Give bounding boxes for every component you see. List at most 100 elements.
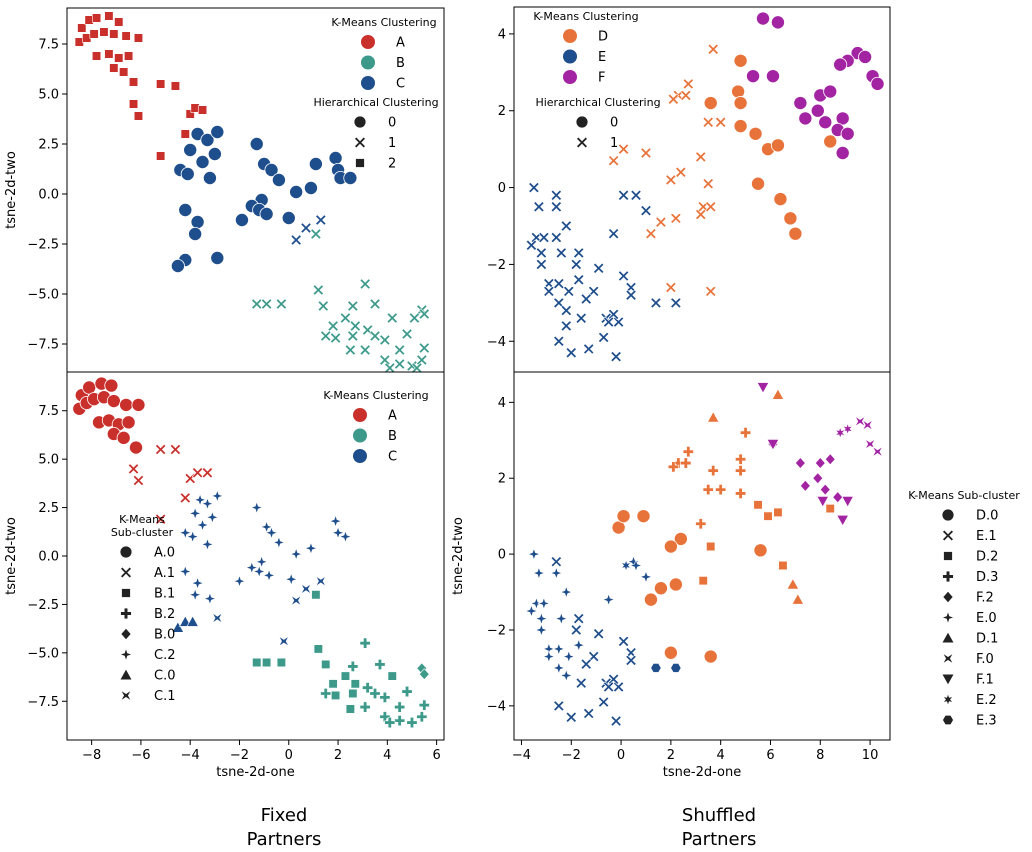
- y-tick-label: −2: [487, 623, 506, 638]
- y-tick-label: −7.5: [27, 695, 59, 710]
- plot-frame: [513, 6, 891, 373]
- data-point-C-C.2: [252, 564, 266, 579]
- data-point-E-E.0: [554, 611, 568, 626]
- data-point-B-B.2: [320, 688, 332, 700]
- legend-marker: [942, 570, 954, 583]
- data-point-C-0: [281, 210, 296, 225]
- data-point-C-0: [210, 250, 225, 265]
- data-point-D-D.0: [673, 531, 688, 546]
- data-point-C-0: [289, 184, 304, 199]
- data-point-D-1: [617, 143, 630, 155]
- data-point-A-2: [74, 37, 84, 47]
- data-point-D-0: [770, 138, 785, 153]
- legend-label: A.1: [154, 566, 175, 581]
- data-point-E-1: [573, 247, 585, 259]
- legend-marker: [120, 690, 132, 701]
- legend-label: D.2: [976, 550, 998, 565]
- data-points: [524, 382, 883, 727]
- data-point-C-0: [264, 162, 279, 177]
- data-points: [525, 11, 885, 363]
- legend-label: D.3: [976, 570, 998, 585]
- data-point-D-1: [715, 116, 727, 128]
- data-point-C-C.2: [205, 510, 220, 524]
- legend-title: Hierarchical Clustering: [313, 96, 438, 109]
- data-point-A-A.1: [127, 463, 140, 475]
- legend-label: E.2: [976, 693, 997, 708]
- data-point-B-1: [408, 312, 421, 324]
- data-point-D-D.1: [706, 411, 720, 423]
- caption-shuffled-line2: Partners: [681, 829, 757, 850]
- legend-label: C.1: [154, 689, 175, 704]
- data-point-E-E.1: [550, 556, 562, 568]
- data-point-C-0: [190, 214, 205, 229]
- data-point-F-F.1: [756, 382, 770, 394]
- y-tick-label: 2.5: [38, 138, 59, 153]
- legend-marker: [120, 627, 132, 641]
- data-point-D-D.3: [715, 484, 727, 496]
- x-tick-label: −4: [512, 748, 531, 763]
- data-point-F-F.2: [814, 457, 826, 469]
- legend-label: 1: [610, 136, 618, 151]
- data-point-D-D.2: [763, 511, 773, 521]
- y-tick-label: 2.5: [38, 501, 59, 516]
- legend-label: F.1: [976, 673, 994, 688]
- data-point-E-E.1: [617, 635, 630, 647]
- data-point-E-E.0: [532, 566, 546, 580]
- data-point-F-0: [835, 145, 850, 160]
- data-point-B-B.1: [262, 657, 272, 668]
- legend-label: D: [598, 30, 608, 45]
- caption-fixed-line1: Fixed: [260, 805, 308, 826]
- data-point-E-E.1: [580, 658, 592, 670]
- data-point-D-D.2: [706, 541, 716, 552]
- data-point-C-C.2: [262, 568, 276, 583]
- data-point-E-E.1: [570, 624, 582, 636]
- data-point-D-1: [655, 216, 667, 228]
- data-point-D-D.0: [653, 581, 668, 596]
- data-point-B-B.1: [331, 690, 341, 701]
- data-point-F-0: [756, 11, 771, 26]
- data-point-E-1: [625, 281, 637, 294]
- data-points: [72, 376, 430, 729]
- y-tick-label: 0: [498, 181, 506, 196]
- y-tick-label: −4: [487, 699, 506, 714]
- legend-label: B.0: [154, 628, 175, 643]
- x-tick-label: 4: [383, 748, 391, 763]
- data-point-D-D.0: [616, 509, 631, 524]
- data-point-E-1: [533, 201, 545, 213]
- data-point-E-1: [598, 331, 610, 344]
- data-point-D-D.0: [753, 543, 768, 558]
- data-point-D-0: [783, 211, 798, 226]
- caption-fixed-line2: Partners: [246, 829, 322, 850]
- data-point-C-C.2: [178, 564, 192, 579]
- x-tick-label: 0: [285, 748, 293, 763]
- data-point-B-1: [359, 344, 371, 356]
- data-point-B-B.2: [394, 715, 406, 727]
- data-point-C-C.2: [284, 572, 298, 586]
- data-point-C-C.1: [290, 595, 302, 606]
- legend-marker: [121, 588, 131, 598]
- data-point-B-1: [369, 298, 381, 310]
- data-point-E-1: [565, 347, 577, 359]
- data-point-C-C.2: [245, 560, 259, 575]
- legend-label: B: [388, 429, 397, 444]
- data-point-A-2: [156, 151, 166, 161]
- data-point-E-1: [560, 304, 572, 317]
- legend-title: K-Means Clustering: [331, 16, 436, 29]
- data-point-A-2: [170, 81, 180, 91]
- legend-swatch: [353, 449, 367, 463]
- data-point-C-0: [195, 154, 210, 169]
- legend-label: B.1: [154, 587, 175, 602]
- data-point-F-0: [840, 126, 855, 141]
- data-point-D-D.1: [771, 388, 785, 400]
- data-point-C-C.2: [338, 529, 353, 544]
- data-point-F-F.2: [812, 472, 824, 485]
- data-point-F-0: [870, 76, 885, 91]
- data-point-E-E.1: [610, 715, 622, 727]
- data-point-E-1: [625, 289, 637, 301]
- data-point-D-0: [751, 176, 766, 191]
- data-point-D-1: [702, 178, 714, 190]
- legend-label: 2: [388, 157, 396, 172]
- data-point-E-E.0: [549, 566, 563, 580]
- data-point-C-C.1: [315, 575, 327, 587]
